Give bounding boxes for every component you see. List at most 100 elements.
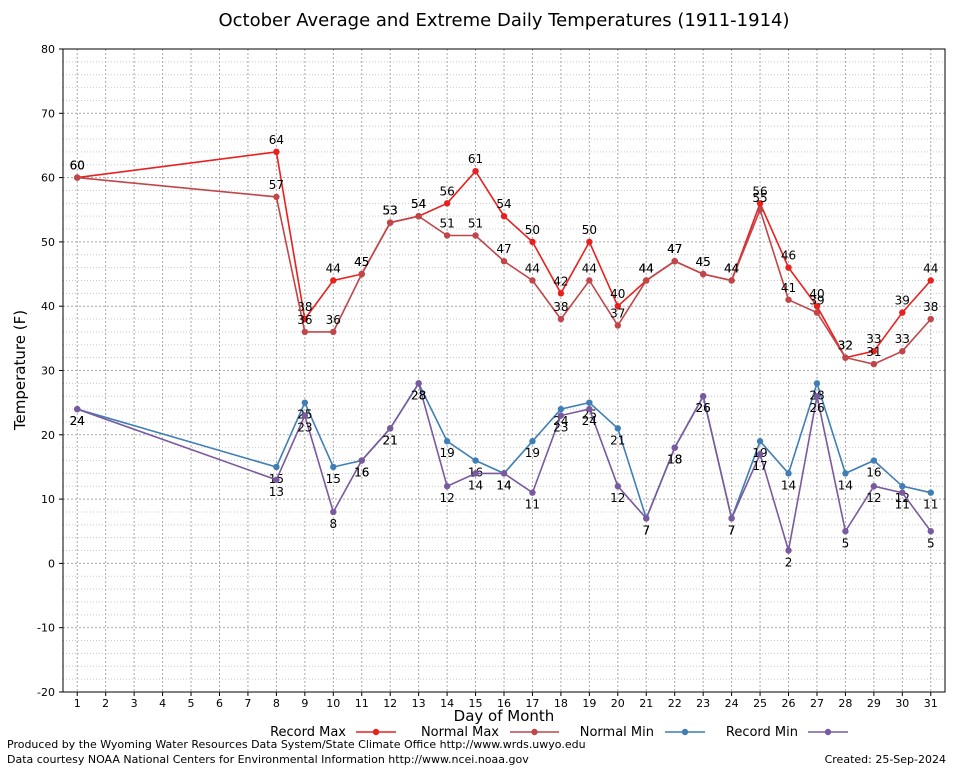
record-min-point — [386, 425, 394, 432]
legend-marker-record-min — [824, 728, 832, 736]
x-tick-label: 31 — [924, 697, 938, 710]
normal-max-data-label: 55 — [752, 191, 767, 205]
y-tick-label: 40 — [41, 300, 55, 313]
normal-max-data-label: 45 — [354, 255, 369, 269]
record-min-data-label: 13 — [269, 485, 284, 499]
x-tick-label: 20 — [611, 697, 625, 710]
record-min-point — [330, 508, 337, 516]
normal-max-point — [472, 232, 479, 239]
legend-label-normal-max: Normal Max — [421, 725, 499, 740]
record-min-data-label: 24 — [70, 414, 85, 428]
record-max-data-label: 44 — [639, 261, 654, 275]
x-tick-label: 14 — [440, 697, 454, 710]
footer-source: Data courtesy NOAA National Centers for … — [7, 753, 529, 766]
record-max-point — [472, 167, 479, 175]
normal-max-data-label: 60 — [70, 159, 85, 173]
normal-max-data-label: 36 — [326, 313, 341, 327]
record-max-data-label: 44 — [923, 261, 938, 275]
normal-min-data-label: 7 — [728, 523, 736, 537]
x-tick-label: 18 — [554, 697, 568, 710]
normal-max-point — [273, 193, 280, 201]
normal-max-point — [74, 174, 81, 181]
normal-min-data-label: 7 — [642, 523, 650, 537]
normal-max-point — [899, 348, 906, 355]
normal-max-point — [500, 257, 508, 265]
normal-min-data-label: 21 — [610, 433, 625, 447]
record-max-point — [785, 264, 792, 271]
record-min-point — [358, 457, 365, 464]
y-axis-ticks: -20 -10 0 10 20 30 40 50 60 70 80 — [37, 43, 63, 699]
record-min-data-label: 26 — [809, 401, 824, 415]
record-min-point — [586, 405, 593, 413]
x-tick-label: 16 — [497, 697, 511, 710]
normal-min-point — [586, 399, 593, 406]
record-min-point — [529, 489, 536, 496]
normal-min-series: 2415251516212819161419242521718267191428… — [70, 380, 938, 537]
normal-max-point — [927, 315, 934, 323]
normal-max-point — [443, 232, 451, 239]
normal-max-series: 60 57 36 36 45 53 54 51 51 47 44 38 44 37 44 47 45 44 55 41… — [70, 159, 938, 368]
record-min-point — [500, 470, 508, 477]
y-tick-label: 70 — [41, 107, 55, 120]
record-min-data-label: 23 — [553, 421, 568, 435]
y-tick-label: 80 — [41, 43, 55, 56]
normal-max-data-label: 47 — [667, 242, 682, 256]
normal-max-point — [870, 360, 878, 368]
record-max-point — [586, 238, 593, 246]
record-max-data-label: 46 — [781, 249, 796, 263]
normal-max-data-label: 37 — [610, 306, 625, 320]
record-min-point — [557, 412, 565, 419]
y-tick-label: 0 — [48, 557, 55, 570]
record-max-data-label: 54 — [496, 197, 511, 211]
normal-min-point — [756, 438, 764, 445]
record-min-data-label: 12 — [866, 491, 881, 505]
normal-min-point — [472, 457, 479, 464]
normal-min-data-label: 16 — [866, 466, 881, 480]
x-tick-label: 1 — [74, 697, 81, 710]
record-max-point — [927, 277, 934, 284]
normal-max-point — [586, 277, 593, 284]
x-tick-label: 8 — [273, 697, 280, 710]
x-tick-label: 28 — [838, 697, 852, 710]
record-max-data-label: 47 — [667, 242, 682, 256]
normal-max-data-label: 44 — [724, 261, 739, 275]
chart-title: October Average and Extreme Daily Temper… — [218, 10, 789, 31]
normal-min-data-label: 11 — [923, 498, 938, 512]
x-tick-label: 26 — [782, 697, 796, 710]
normal-min-data-label: 14 — [496, 478, 511, 492]
y-axis-label: Temperature (F) — [11, 310, 29, 431]
x-tick-label: 27 — [810, 697, 824, 710]
normal-min-data-label: 15 — [326, 472, 341, 486]
footer-created: Created: 25-Sep-2024 — [824, 753, 946, 766]
x-tick-label: 19 — [582, 697, 596, 710]
normal-max-point — [699, 270, 707, 278]
normal-max-point — [785, 296, 792, 303]
major-grid — [63, 48, 945, 693]
record-min-data-label: 8 — [329, 517, 337, 531]
normal-max-data-label: 54 — [411, 197, 426, 211]
record-max-data-label: 56 — [439, 184, 454, 198]
normal-min-data-label: 12 — [895, 491, 910, 505]
normal-max-data-label: 39 — [809, 294, 824, 308]
normal-min-point — [614, 425, 622, 432]
record-max-series: 60 64 38 44 45 53 54 56 61 54 50 42 50 40 44 47 45 44 56 46… — [70, 133, 938, 361]
record-min-data-label: 7 — [728, 523, 736, 537]
x-tick-label: 9 — [301, 697, 308, 710]
normal-max-data-label: 41 — [781, 281, 796, 295]
normal-max-point — [614, 322, 622, 329]
record-max-point — [557, 290, 565, 297]
x-tick-label: 4 — [159, 697, 166, 710]
y-tick-label: 60 — [41, 172, 55, 185]
record-max-data-label: 64 — [269, 133, 284, 147]
normal-max-point — [813, 309, 821, 316]
normal-max-point — [301, 328, 309, 336]
record-min-point — [842, 528, 849, 535]
record-max-data-label: 40 — [809, 287, 824, 301]
y-tick-label: 20 — [41, 429, 55, 442]
record-min-point — [273, 476, 280, 484]
normal-min-point — [813, 380, 821, 387]
x-tick-label: 12 — [383, 697, 397, 710]
record-max-point — [614, 303, 622, 310]
legend-label-record-min: Record Min — [726, 725, 798, 740]
normal-max-point — [643, 277, 650, 284]
